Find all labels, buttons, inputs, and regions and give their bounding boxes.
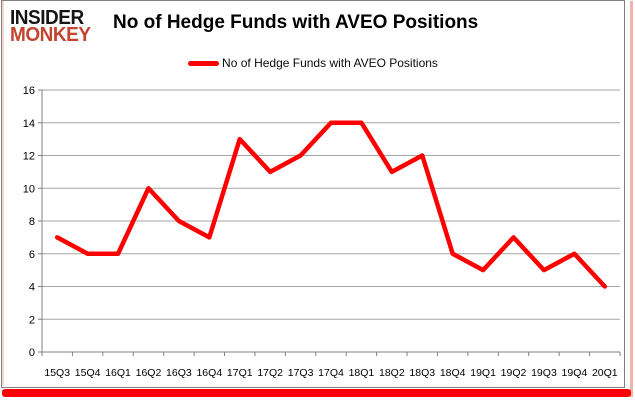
right-accent-edge <box>630 1 633 397</box>
logo-monkey-text: MONKEY <box>10 24 91 46</box>
y-tick-label: 6 <box>29 249 35 261</box>
left-accent-edge <box>2 1 4 386</box>
chart-card: INSIDER MONKEY No of Hedge Funds with AV… <box>1 0 625 388</box>
x-tick-label: 15Q3 <box>44 367 70 379</box>
y-tick-label: 0 <box>29 347 35 359</box>
x-tick-label: 16Q2 <box>136 367 162 379</box>
x-tick-label: 19Q2 <box>501 367 527 379</box>
y-tick-label: 12 <box>23 151 35 163</box>
x-tick-label: 16Q1 <box>105 367 131 379</box>
x-tick-label: 15Q4 <box>75 367 101 379</box>
legend-line-swatch <box>188 60 220 66</box>
x-tick-label: 18Q2 <box>379 367 405 379</box>
legend: No of Hedge Funds with AVEO Positions <box>2 56 624 70</box>
y-tick-label: 4 <box>29 282 35 294</box>
x-tick-label: 17Q3 <box>288 367 314 379</box>
chart-title: No of Hedge Funds with AVEO Positions <box>113 12 479 33</box>
x-tick-label: 20Q1 <box>592 367 618 379</box>
x-tick-label: 17Q2 <box>257 367 283 379</box>
data-line <box>54 120 608 289</box>
bottom-accent-band <box>2 389 631 397</box>
logo-insider-text: INSIDER <box>10 7 84 29</box>
insider-monkey-logo: INSIDER MONKEY <box>10 7 95 46</box>
y-tick-label: 8 <box>29 216 35 228</box>
y-tick-label: 16 <box>23 85 35 97</box>
y-tick-label: 2 <box>29 314 35 326</box>
x-tick-label: 18Q4 <box>440 367 466 379</box>
x-tick-label: 19Q3 <box>531 367 557 379</box>
x-tick-label: 16Q3 <box>166 367 192 379</box>
x-tick-label: 17Q4 <box>318 367 344 379</box>
chart-canvas: 0 2 4 6 8 10 12 14 16 15Q3 15Q4 16Q1 16Q2 16Q3 16Q4 17Q… <box>23 85 621 379</box>
legend-label: No of Hedge Funds with AVEO Positions <box>222 56 438 70</box>
x-tick-label: 18Q1 <box>349 367 375 379</box>
y-tick-label: 14 <box>23 118 35 130</box>
x-tick-label: 18Q3 <box>409 367 435 379</box>
x-tick-label: 16Q4 <box>196 367 222 379</box>
x-tick-label: 17Q1 <box>227 367 253 379</box>
y-tick-label: 10 <box>23 183 35 195</box>
x-tick-label: 19Q4 <box>562 367 588 379</box>
x-tick-label: 19Q1 <box>470 367 496 379</box>
